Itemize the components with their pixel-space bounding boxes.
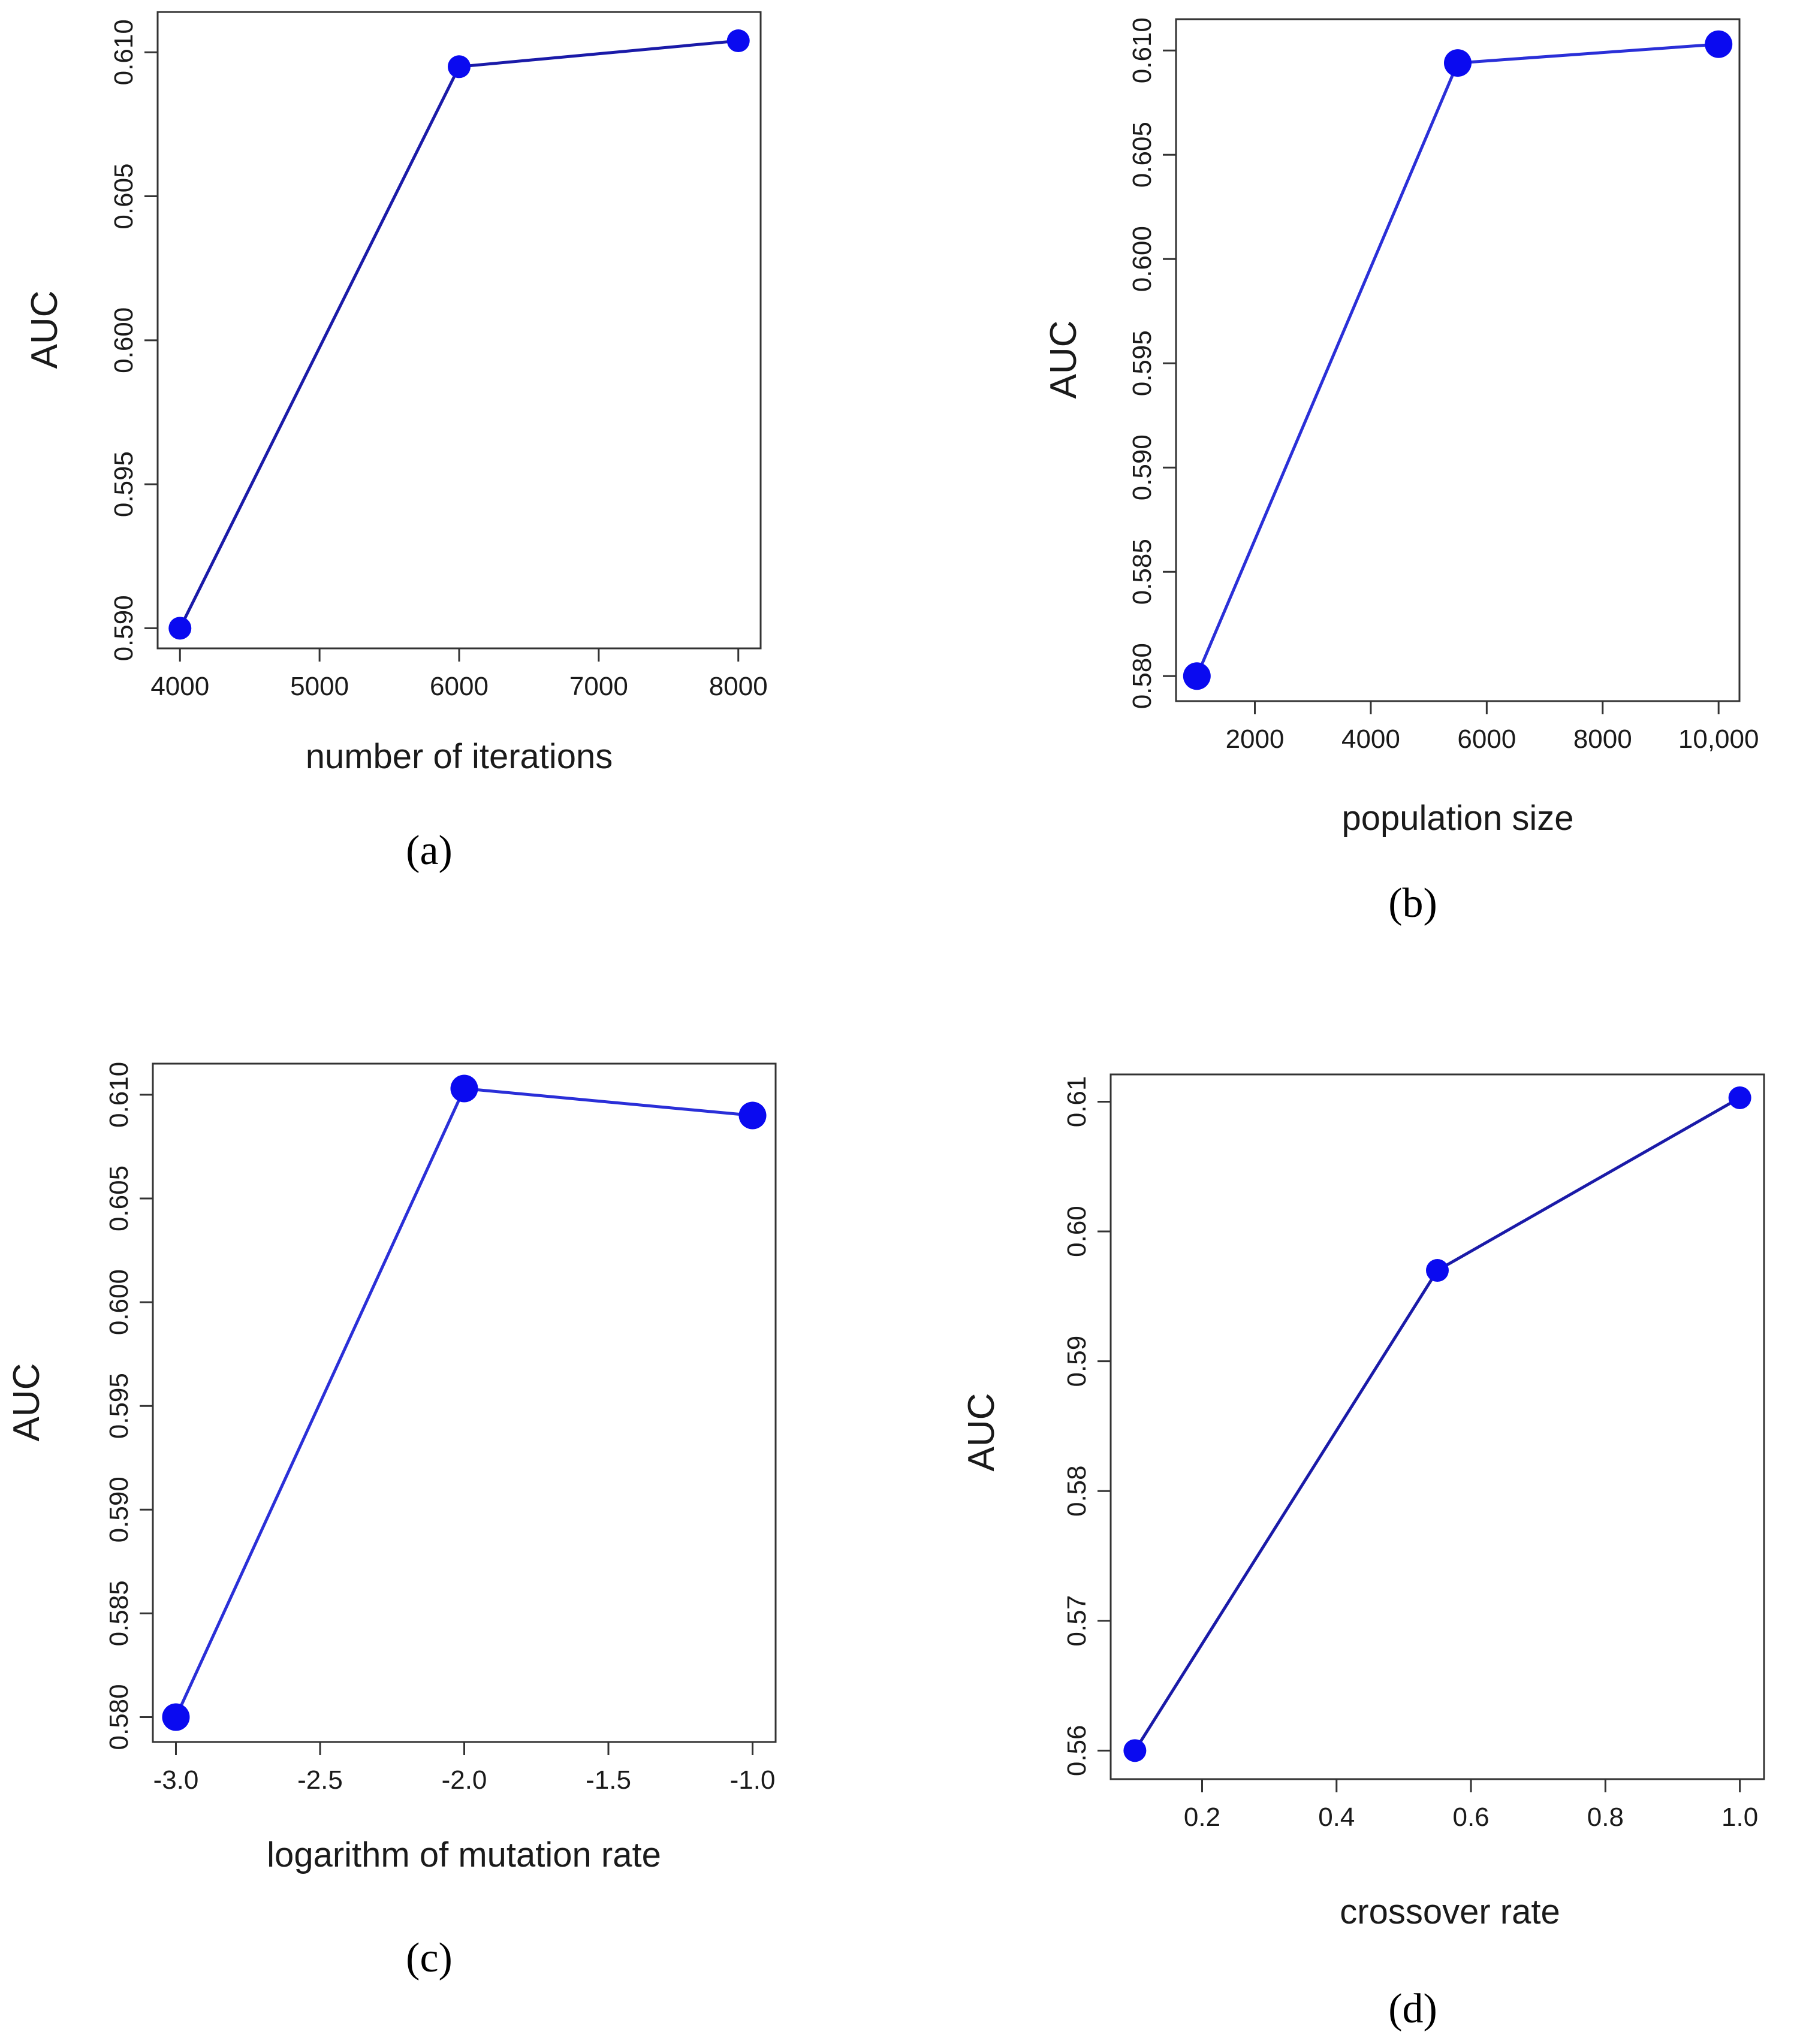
y-tick-label: 0.58	[1062, 1465, 1092, 1517]
data-points	[168, 29, 750, 640]
y-tick-label: 0.585	[104, 1580, 134, 1646]
y-tick-label: 0.60	[1062, 1206, 1092, 1257]
data-point	[450, 1074, 478, 1103]
x-tick-label: -2.0	[442, 1765, 487, 1795]
y-axis-label: AUC	[1043, 321, 1084, 399]
chart-panel-d: 0.2 0.4 0.6 0.8 1.0 0.56 0.57 0.58 0.59 0.60 0.61…	[961, 1073, 1765, 2032]
x-tick-label: -1.0	[730, 1765, 776, 1795]
y-tick-label: 0.605	[104, 1166, 134, 1231]
y-axis-ticks: 0.590 0.595 0.600 0.605 0.610	[109, 19, 158, 661]
x-tick-label: 0.4	[1318, 1803, 1355, 1832]
data-point	[1426, 1259, 1449, 1282]
data-point	[162, 1703, 190, 1731]
data-point	[448, 55, 471, 79]
plot-frame	[152, 1062, 777, 1743]
data-point	[1705, 30, 1733, 58]
x-axis-label: number of iterations	[306, 737, 613, 776]
y-tick-label: 0.595	[109, 451, 138, 517]
y-axis-ticks: 0.580 0.585 0.590 0.595 0.600 0.605 0.610	[104, 1062, 153, 1750]
y-tick-label: 0.59	[1062, 1336, 1092, 1387]
data-point	[1444, 49, 1472, 77]
x-axis-label: crossover rate	[1340, 1892, 1560, 1931]
x-tick-label: 7000	[569, 672, 628, 701]
x-tick-label: 6000	[1457, 724, 1516, 754]
y-tick-label: 0.605	[109, 163, 138, 229]
x-tick-label: 10,000	[1678, 724, 1759, 754]
panel-label-c: (c)	[406, 1935, 453, 1981]
y-tick-label: 0.605	[1127, 122, 1157, 188]
y-tick-label: 0.610	[104, 1062, 134, 1128]
x-axis-ticks: 0.2 0.4 0.6 0.8 1.0	[1184, 1779, 1758, 1832]
x-axis-ticks: -3.0 -2.5 -2.0 -1.5 -1.0	[153, 1742, 776, 1795]
x-tick-label: 1.0	[1721, 1803, 1758, 1832]
x-tick-label: -3.0	[153, 1765, 199, 1795]
y-axis-ticks: 0.580 0.585 0.590 0.595 0.600 0.605 0.610	[1127, 17, 1176, 709]
x-tick-label: 0.8	[1587, 1803, 1624, 1832]
y-axis-label: AUC	[961, 1393, 1002, 1472]
y-tick-label: 0.610	[1127, 17, 1157, 83]
series-line	[1195, 43, 1719, 677]
y-tick-label: 0.585	[1127, 539, 1157, 605]
x-tick-label: -2.5	[297, 1765, 343, 1795]
x-axis-label: logarithm of mutation rate	[267, 1835, 661, 1874]
y-tick-label: 0.580	[1127, 643, 1157, 709]
y-tick-label: 0.590	[1127, 434, 1157, 500]
x-tick-label: 6000	[430, 672, 489, 701]
x-tick-label: 8000	[709, 672, 768, 701]
y-tick-label: 0.580	[104, 1684, 134, 1750]
data-point	[738, 1101, 767, 1130]
y-axis-label: AUC	[24, 291, 65, 369]
data-point	[1183, 662, 1211, 690]
y-tick-label: 0.600	[1127, 226, 1157, 292]
x-tick-label: 4000	[150, 672, 209, 701]
data-points	[1183, 30, 1733, 690]
x-tick-label: 4000	[1341, 724, 1400, 754]
y-tick-label: 0.600	[104, 1269, 134, 1335]
x-tick-label: 8000	[1573, 724, 1632, 754]
series-line	[179, 39, 738, 629]
plot-frame	[1109, 1073, 1765, 1780]
x-tick-label: 0.6	[1452, 1803, 1489, 1832]
x-tick-label: 0.2	[1184, 1803, 1220, 1832]
x-tick-label: 2000	[1226, 724, 1285, 754]
y-tick-label: 0.595	[1127, 330, 1157, 396]
x-axis-ticks: 4000 5000 6000 7000 8000	[150, 648, 768, 701]
chart-panel-b: 2000 4000 6000 8000 10,000 0.5800.5850.5900.…	[1043, 17, 1759, 926]
x-tick-label: -1.5	[586, 1765, 631, 1795]
y-tick-label: 0.590	[109, 595, 138, 661]
data-point	[1728, 1086, 1751, 1109]
data-point	[168, 617, 192, 640]
data-point	[726, 29, 750, 53]
chart-panel-a: 4000 5000 6000 7000 8000 0.590 0.595 0.600 0.60…	[24, 11, 768, 874]
y-tick-label: 0.610	[109, 19, 138, 85]
x-axis-label: population size	[1342, 799, 1574, 838]
chart-panel-c: -3.0 -2.5 -2.0 -1.5 -1.0 0.580 0.585 0.590 0.59…	[6, 1062, 777, 1981]
plot-frame	[1175, 18, 1741, 702]
series-line	[1133, 1096, 1741, 1752]
plot-frame	[156, 11, 762, 650]
data-point	[1123, 1739, 1147, 1762]
y-tick-label: 0.56	[1062, 1725, 1092, 1777]
y-axis-label: AUC	[6, 1363, 47, 1442]
x-tick-label: 5000	[290, 672, 349, 701]
y-tick-label: 0.57	[1062, 1595, 1092, 1647]
series-line	[174, 1086, 753, 1718]
panel-label-b: (b)	[1388, 880, 1437, 926]
y-tick-label: 0.600	[109, 307, 138, 373]
x-axis-ticks: 2000 4000 6000 8000 10,000	[1226, 701, 1759, 754]
panel-label-a: (a)	[406, 828, 453, 874]
y-tick-label: 0.61	[1062, 1076, 1092, 1128]
y-tick-label: 0.595	[104, 1373, 134, 1439]
panel-label-d: (d)	[1388, 1986, 1437, 2032]
data-points	[162, 1074, 767, 1731]
y-tick-label: 0.590	[104, 1477, 134, 1542]
data-points	[1123, 1086, 1751, 1762]
y-axis-ticks: 0.56 0.57 0.58 0.59 0.60 0.61	[1062, 1076, 1111, 1777]
